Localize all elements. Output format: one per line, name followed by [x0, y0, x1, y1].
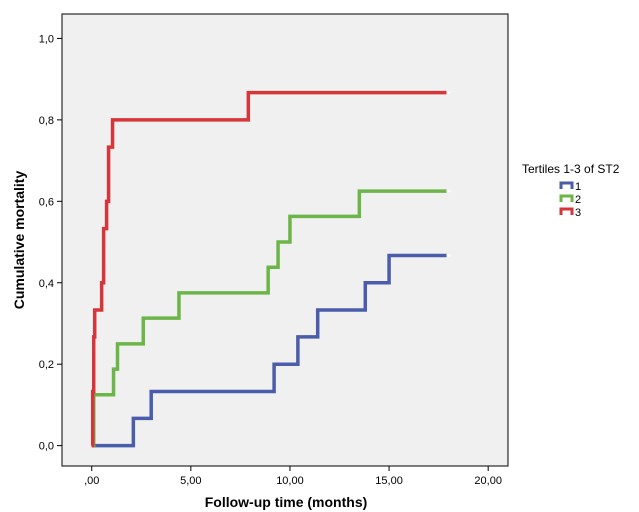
legend-item-2: 2	[559, 194, 581, 206]
x-axis-title: Follow-up time (months)	[205, 494, 368, 510]
x-tick-label: 20,00	[474, 475, 502, 487]
y-tick-label: 0,0	[39, 441, 54, 453]
series-2-line	[91, 189, 447, 448]
legend: Tertiles 1-3 of ST2 123	[522, 162, 620, 219]
legend-swatch-2	[559, 194, 574, 202]
legend-label-1: 1	[575, 181, 581, 193]
series-layer	[90, 90, 451, 448]
legend-label-2: 2	[575, 194, 581, 206]
legend-swatch-1	[559, 181, 574, 189]
y-tick-label: 0,6	[39, 196, 54, 208]
x-axis: ,00 5,00 10,00 15,00 20,00	[84, 466, 502, 487]
legend-item-3: 3	[559, 207, 581, 219]
y-axis-title: Cumulative mortality	[11, 171, 27, 310]
series-1-line	[91, 253, 447, 448]
y-tick-label: 0,4	[39, 278, 54, 290]
x-tick-label: ,00	[84, 475, 99, 487]
legend-swatch-3	[559, 207, 574, 215]
legend-label-3: 3	[575, 207, 581, 219]
y-tick-label: 0,8	[39, 115, 54, 127]
x-tick-label: 5,00	[180, 475, 201, 487]
x-tick-label: 10,00	[276, 475, 304, 487]
y-tick-label: 0,2	[39, 359, 54, 371]
legend-title: Tertiles 1-3 of ST2	[522, 162, 620, 176]
y-axis: 0,0 0,2 0,4 0,6 0,8 1,0	[39, 33, 62, 453]
x-tick-label: 15,00	[375, 475, 403, 487]
legend-item-1: 1	[559, 181, 581, 193]
y-tick-label: 1,0	[39, 33, 54, 45]
legend-items: 123	[559, 181, 581, 219]
series-3-line	[90, 90, 447, 448]
plot-area	[61, 13, 509, 467]
